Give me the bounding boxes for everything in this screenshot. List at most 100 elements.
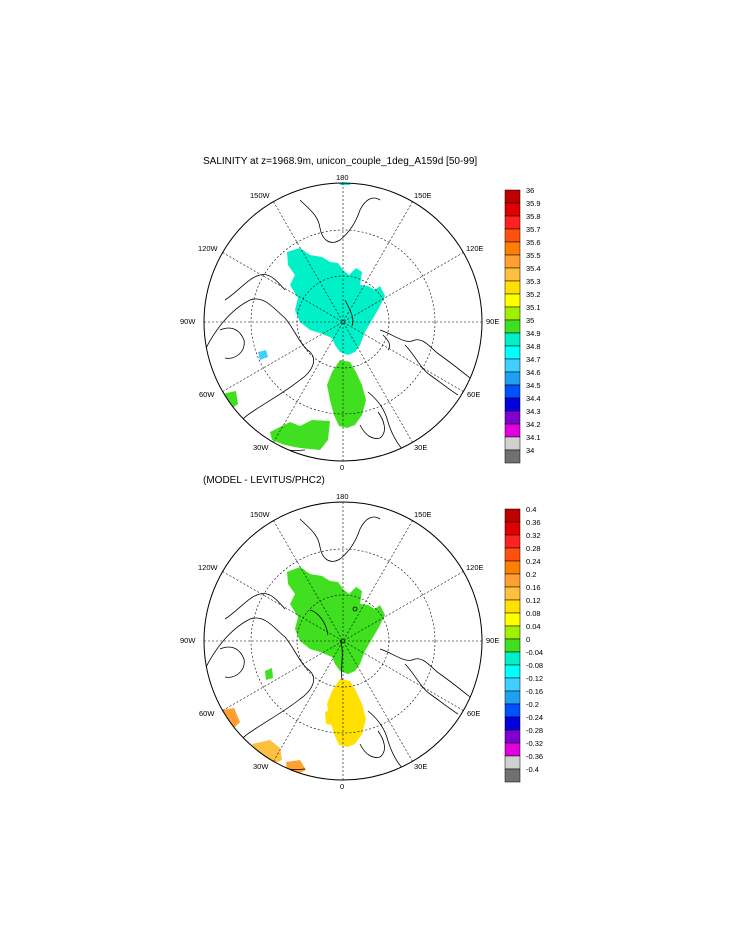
top-colorbar-tick-label-7: 35.3 [526, 277, 541, 286]
top-colorbar-swatch-15 [504, 384, 521, 399]
top-colorbar-swatch-16 [504, 397, 521, 412]
top-colorbar-tick-label-0: 36 [526, 186, 534, 195]
bottom-lon-label-150e: 150E [414, 510, 432, 519]
bottom-colorbar-swatch-3 [504, 547, 521, 562]
top-colorbar-tick-label-17: 34.3 [526, 407, 541, 416]
top-lon-label-180: 180 [336, 173, 349, 182]
bottom-colorbar-tick-label-0: 0.4 [526, 505, 536, 514]
bottom-lon-label-60w: 60W [199, 709, 215, 718]
top-colorbar-swatch-5 [504, 254, 521, 269]
bottom-colorbar-tick-label-18: -0.32 [526, 739, 543, 748]
bottom-colorbar-swatch-16 [504, 716, 521, 731]
top-colorbar-swatch-10 [504, 319, 521, 334]
top-colorbar-swatch-3 [504, 228, 521, 243]
bottom-lon-label-150w: 150W [250, 510, 270, 519]
top-colorbar-tick-label-9: 35.1 [526, 303, 541, 312]
top-colorbar-swatch-11 [504, 332, 521, 347]
bottom-colorbar-tick-label-16: -0.24 [526, 713, 543, 722]
top-colorbar-tick-label-15: 34.5 [526, 381, 541, 390]
top-field-cyan-small [258, 350, 268, 360]
bottom-colorbar-swatch-14 [504, 690, 521, 705]
bottom-colorbar-swatch-10 [504, 638, 521, 653]
bottom-colorbar-tick-label-10: 0 [526, 635, 530, 644]
top-colorbar-tick-label-8: 35.2 [526, 290, 541, 299]
top-colorbar-tick-label-2: 35.8 [526, 212, 541, 221]
bottom-colorbar-tick-label-14: -0.16 [526, 687, 543, 696]
bottom-lon-label-120e: 120E [466, 563, 484, 572]
bottom-colorbar-swatch-13 [504, 677, 521, 692]
top-colorbar-tick-label-13: 34.7 [526, 355, 541, 364]
top-colorbar-swatch-2 [504, 215, 521, 230]
top-colorbar-tick-label-19: 34.1 [526, 433, 541, 442]
top-colorbar-swatch-0 [504, 189, 521, 204]
bottom-colorbar-tick-label-15: -0.2 [526, 700, 539, 709]
top-colorbar-swatch-12 [504, 345, 521, 360]
top-map-boundary [203, 182, 483, 462]
top-colorbar-swatch-14 [504, 371, 521, 386]
top-lon-label-120e: 120E [466, 244, 484, 253]
top-colorbar-swatch-9 [504, 306, 521, 321]
top-colorbar-swatch-13 [504, 358, 521, 373]
bottom-colorbar-tick-label-20: -0.4 [526, 765, 539, 774]
bottom-field-yellow-tongue [325, 704, 350, 726]
top-lon-label-120w: 120W [198, 244, 218, 253]
bottom-colorbar-swatch-6 [504, 586, 521, 601]
top-lon-label-90e: 90E [486, 317, 500, 326]
top-colorbar-swatch-20 [504, 449, 521, 464]
bottom-colorbar-tick-label-17: -0.28 [526, 726, 543, 735]
top-colorbar-tick-label-20: 34 [526, 446, 534, 455]
top-colorbar-tick-label-14: 34.6 [526, 368, 541, 377]
bottom-colorbar-swatch-18 [504, 742, 521, 757]
bottom-field-green-small [265, 668, 273, 680]
bottom-colorbar-swatch-2 [504, 534, 521, 549]
bottom-coastlines [204, 516, 471, 772]
bottom-colorbar-tick-label-8: 0.08 [526, 609, 541, 618]
bottom-colorbar-tick-label-6: 0.16 [526, 583, 541, 592]
bottom-colorbar-swatch-0 [504, 508, 521, 523]
top-colorbar-tick-label-10: 35 [526, 316, 534, 325]
top-map-title: SALINITY at z=1968.9m, unicon_couple_1de… [203, 156, 478, 167]
bottom-field-green-region [287, 567, 385, 674]
top-lon-label-60w: 60W [199, 390, 215, 399]
bottom-field-orange-60w [222, 708, 240, 730]
bottom-colorbar-swatch-15 [504, 703, 521, 718]
top-lon-label-150e: 150E [414, 191, 432, 200]
bottom-colorbar-swatch-5 [504, 573, 521, 588]
bottom-lon-label-30e: 30E [414, 762, 428, 771]
top-field-cyan-region [287, 248, 385, 355]
bottom-lon-label-90w: 90W [180, 636, 196, 645]
bottom-lon-label-90e: 90E [486, 636, 500, 645]
bottom-lon-label-30w: 30W [253, 762, 269, 771]
bottom-colorbar-swatch-20 [504, 768, 521, 783]
bottom-colorbar-swatch-19 [504, 755, 521, 770]
bottom-colorbar-tick-label-2: 0.32 [526, 531, 541, 540]
top-field-green-region [327, 360, 366, 428]
bottom-lon-label-180: 180 [336, 492, 349, 501]
bottom-polar-map [203, 501, 483, 781]
top-colorbar-swatch-18 [504, 423, 521, 438]
top-colorbar-tick-label-4: 35.6 [526, 238, 541, 247]
top-graticule [204, 183, 482, 461]
top-colorbar: 36 35.9 35.8 35.7 35.6 35.5 35.4 35.3 35.2 35.1 35… [504, 186, 541, 464]
top-colorbar-swatch-17 [504, 410, 521, 425]
top-colorbar-tick-label-18: 34.2 [526, 420, 541, 429]
bottom-field-orange-south [286, 760, 306, 775]
top-lon-label-150w: 150W [250, 191, 270, 200]
bottom-colorbar-swatch-12 [504, 664, 521, 679]
bottom-colorbar-swatch-11 [504, 651, 521, 666]
bottom-colorbar-tick-label-4: 0.24 [526, 557, 541, 566]
bottom-colorbar: 0.4 0.36 0.32 0.28 0.24 0.2 0.16 0.12 0.08 0.04 0 -… [504, 505, 543, 783]
bottom-lon-label-120w: 120W [198, 563, 218, 572]
bottom-colorbar-swatch-1 [504, 521, 521, 536]
bottom-colorbar-tick-label-13: -0.12 [526, 674, 543, 683]
bottom-colorbar-swatch-8 [504, 612, 521, 627]
bottom-colorbar-swatch-9 [504, 625, 521, 640]
top-colorbar-swatch-6 [504, 267, 521, 282]
bottom-map-boundary [203, 501, 483, 781]
bottom-lon-label-0: 0 [340, 782, 345, 791]
top-colorbar-tick-label-5: 35.5 [526, 251, 541, 260]
top-colorbar-swatch-19 [504, 436, 521, 451]
bottom-colorbar-tick-label-12: -0.08 [526, 661, 543, 670]
top-colorbar-tick-label-1: 35.9 [526, 199, 541, 208]
